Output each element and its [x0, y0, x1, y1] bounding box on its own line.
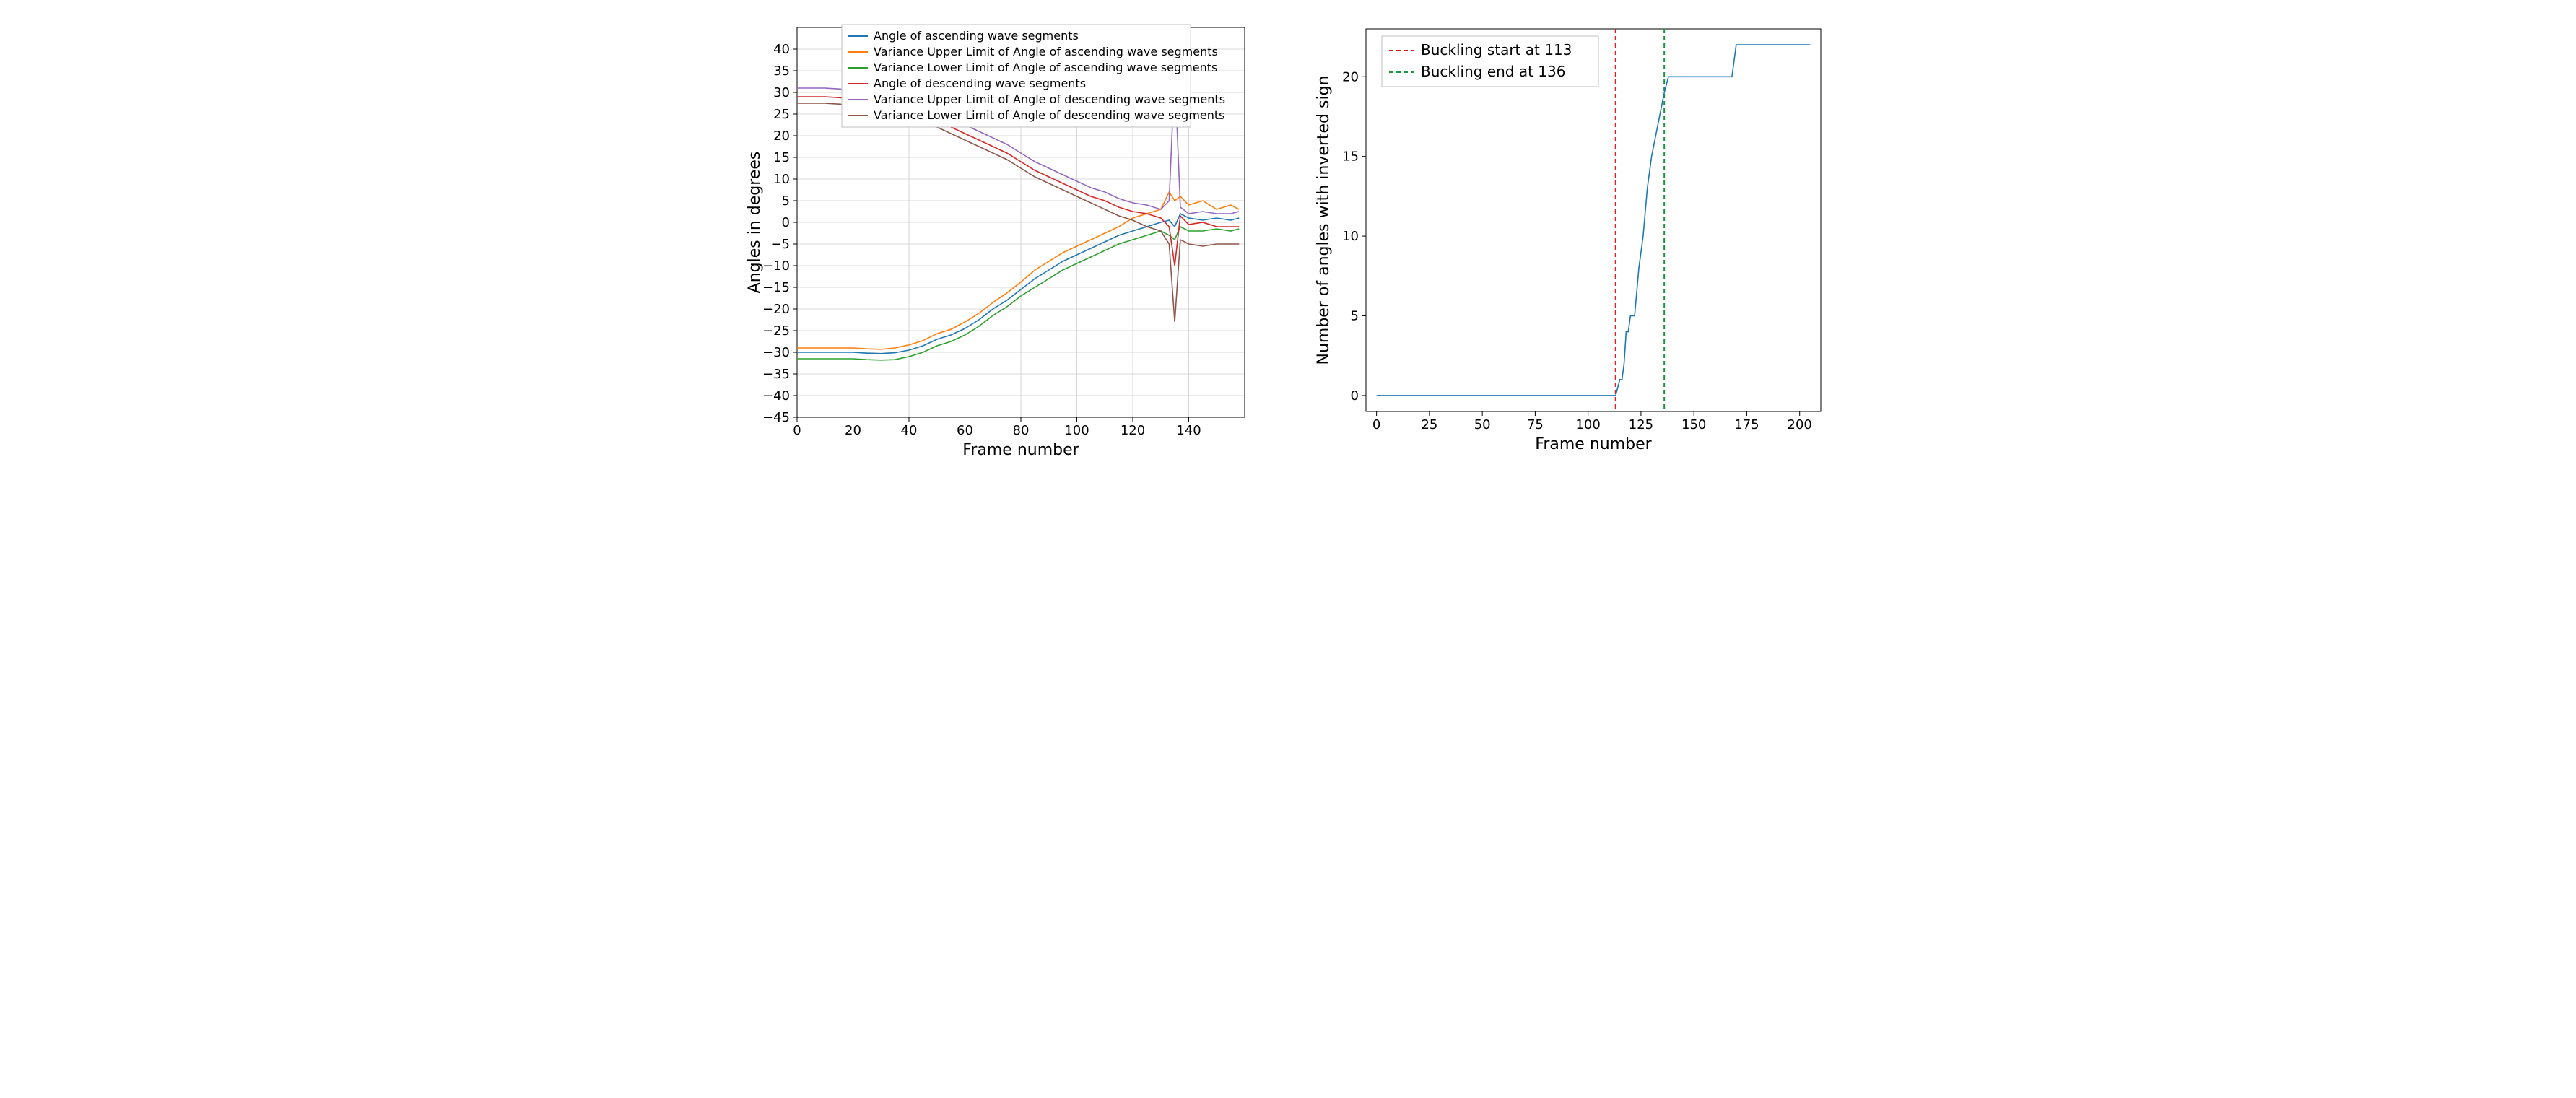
series-count	[1377, 45, 1811, 396]
x-tick-label: 0	[793, 423, 801, 438]
x-tick-label: 140	[1176, 423, 1201, 438]
x-tick-label: 75	[1527, 417, 1544, 432]
x-tick-label: 100	[1064, 423, 1089, 438]
y-tick-label: 0	[782, 215, 790, 230]
legend-label: Variance Upper Limit of Angle of ascendi…	[874, 45, 1218, 58]
y-tick-label: 0	[1351, 388, 1359, 404]
y-tick-label: −20	[762, 302, 790, 317]
y-tick-label: 25	[773, 107, 790, 122]
legend-label: Buckling end at 136	[1421, 63, 1565, 80]
x-tick-label: 50	[1474, 417, 1491, 432]
legend-label: Angle of ascending wave segments	[874, 29, 1079, 43]
x-tick-label: 125	[1629, 417, 1653, 432]
legend-label: Variance Upper Limit of Angle of descend…	[874, 92, 1225, 106]
y-tick-label: −5	[770, 237, 790, 252]
y-tick-label: −30	[762, 345, 790, 360]
y-tick-label: 10	[1342, 229, 1359, 244]
y-tick-label: −10	[762, 258, 790, 274]
series-asc_upper	[797, 192, 1239, 349]
y-tick-label: −45	[762, 410, 790, 425]
left-chart-svg: 020406080100120140−45−40−35−30−25−20−15−…	[747, 14, 1266, 469]
y-axis-label: Number of angles with inverted sign	[1315, 76, 1333, 365]
x-tick-label: 100	[1575, 417, 1600, 432]
y-tick-label: 20	[1342, 69, 1359, 84]
y-tick-label: 20	[773, 128, 790, 144]
y-tick-label: 15	[1342, 149, 1359, 165]
y-tick-label: 40	[773, 42, 790, 57]
y-tick-label: 5	[782, 193, 790, 209]
y-tick-label: −35	[762, 367, 790, 382]
y-tick-label: −15	[762, 280, 790, 295]
legend-label: Variance Lower Limit of Angle of ascendi…	[874, 61, 1217, 74]
x-tick-label: 175	[1734, 417, 1759, 432]
y-axis-label: Angles in degrees	[747, 152, 764, 294]
x-tick-label: 0	[1372, 417, 1380, 432]
x-tick-label: 40	[901, 423, 918, 438]
legend-label: Angle of descending wave segments	[874, 77, 1086, 90]
y-tick-label: 30	[773, 85, 790, 100]
x-tick-label: 120	[1121, 423, 1145, 438]
x-tick-label: 150	[1681, 417, 1706, 432]
legend-label: Variance Lower Limit of Angle of descend…	[874, 108, 1225, 122]
right-chart-svg: 0 25 50 75 100 125 150 175 200 0 5 10 15 20 Frame numb…	[1310, 14, 1829, 469]
y-tick-label: −40	[762, 388, 790, 404]
y-tick-label: 10	[773, 172, 790, 187]
series-desc_lower	[797, 103, 1239, 322]
left-chart: 020406080100120140−45−40−35−30−25−20−15−…	[747, 14, 1266, 469]
x-axis-label: Frame number	[962, 441, 1079, 459]
x-tick-label: 80	[1013, 423, 1030, 438]
x-tick-label: 60	[957, 423, 973, 438]
right-chart: 0 25 50 75 100 125 150 175 200 0 5 10 15 20 Frame numb…	[1310, 14, 1829, 469]
x-tick-label: 200	[1788, 417, 1812, 432]
y-tick-label: −25	[762, 323, 790, 339]
legend-label: Buckling start at 113	[1421, 41, 1572, 58]
x-axis-label: Frame number	[1535, 435, 1652, 453]
y-tick-label: 15	[773, 150, 790, 165]
y-tick-label: 5	[1351, 309, 1359, 324]
x-tick-label: 25	[1421, 417, 1437, 432]
x-tick-label: 20	[845, 423, 861, 438]
y-tick-label: 35	[773, 64, 790, 79]
